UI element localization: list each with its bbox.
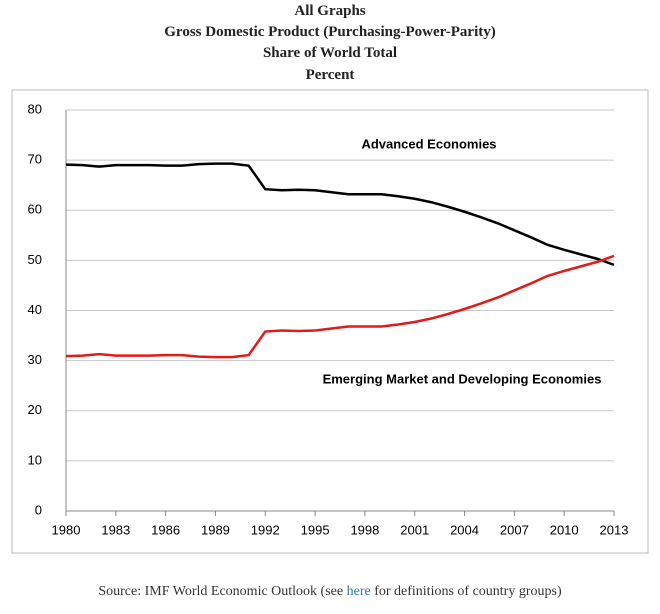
x-tick-label: 1980	[52, 522, 81, 537]
x-tick-label: 2001	[400, 522, 429, 537]
y-tick-label: 80	[28, 101, 42, 116]
y-tick-label: 0	[35, 502, 42, 517]
y-tick-label: 40	[28, 302, 42, 317]
title-line: Gross Domestic Product (Purchasing-Power…	[164, 24, 496, 40]
source-link[interactable]: here	[346, 584, 371, 599]
source: Source: IMF World Economic Outlook (see …	[0, 584, 660, 600]
series-label: Advanced Economies	[361, 136, 496, 151]
y-tick-label: 20	[28, 402, 42, 417]
x-tick-label: 2013	[600, 522, 629, 537]
series-label: Emerging Market and Developing Economies	[323, 371, 602, 386]
x-tick-label: 2010	[550, 522, 579, 537]
x-tick-label: 2004	[450, 522, 479, 537]
title-line: Percent	[305, 67, 355, 83]
x-tick-label: 1992	[251, 522, 280, 537]
source-text: for definitions of country groups)	[370, 584, 562, 599]
y-tick-label: 70	[28, 152, 42, 167]
x-tick-label: 1986	[151, 522, 180, 537]
x-tick-label: 1983	[101, 522, 130, 537]
title-line: Share of World Total	[262, 45, 398, 61]
y-tick-label: 30	[28, 352, 42, 367]
x-tick-label: 1989	[201, 522, 230, 537]
y-tick-label: 60	[28, 202, 42, 217]
x-tick-label: 2007	[500, 522, 529, 537]
series-line	[65, 254, 615, 359]
source-text: Source: IMF World Economic Outlook (see	[98, 584, 347, 599]
title-line: All Graphs	[294, 3, 366, 19]
y-tick-label: 50	[28, 252, 42, 267]
x-tick-label: 1995	[301, 522, 330, 537]
x-tick-label: 1998	[350, 522, 379, 537]
chart-frame	[11, 89, 649, 554]
series-line	[65, 162, 615, 267]
y-tick-label: 10	[28, 452, 42, 467]
